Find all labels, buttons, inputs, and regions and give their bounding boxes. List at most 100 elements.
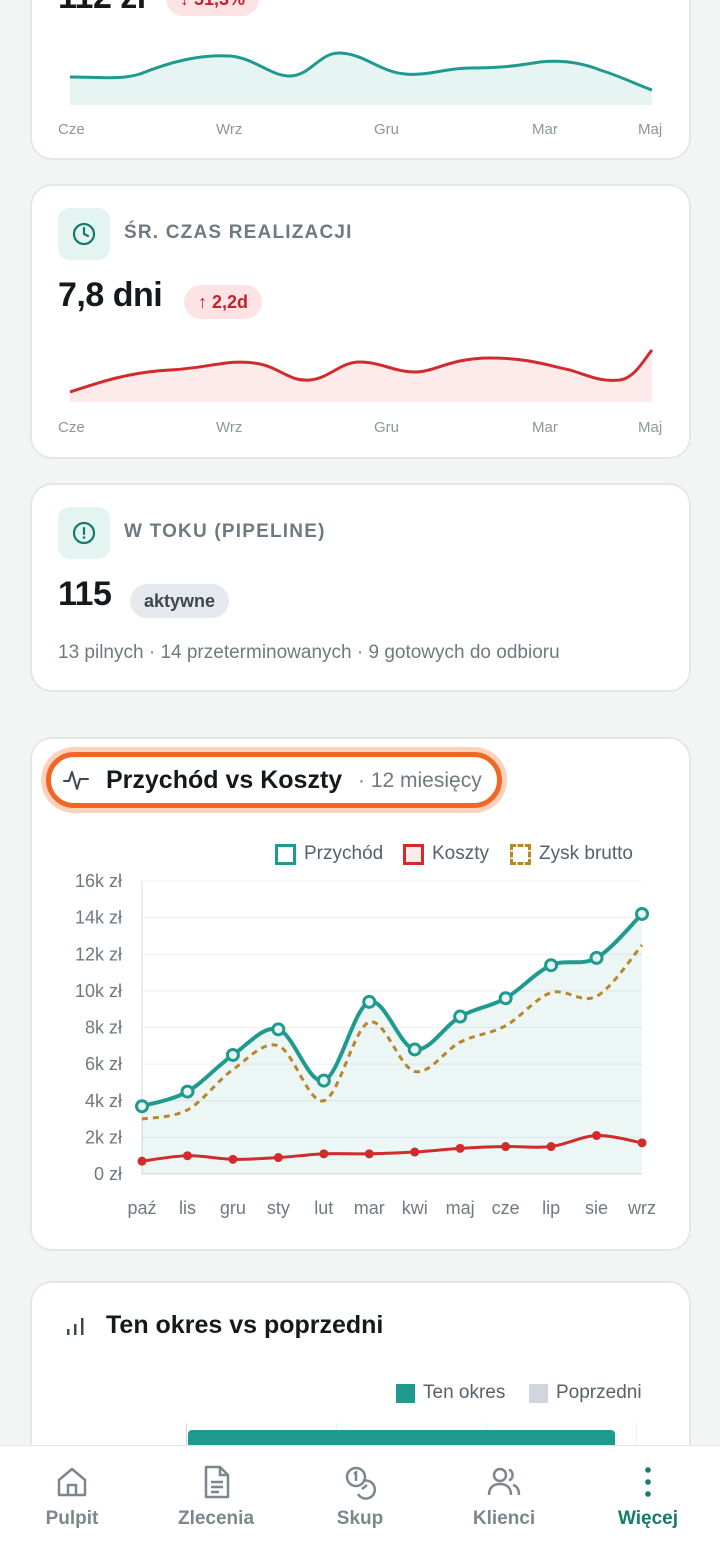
avg-time-card: ŚR. CZAS REALIZACJI 7,8 dni ↑ 2,2d Cze W… [30, 184, 691, 459]
costs-point [592, 1131, 602, 1141]
revenue-point [362, 994, 377, 1009]
x-tick-label: lut [314, 1198, 333, 1218]
activity-icon [63, 771, 89, 790]
chart-title: Przychód vs Koszty [106, 766, 343, 794]
document-icon [204, 1465, 230, 1499]
x-label: Mar [532, 419, 558, 436]
x-tick-label: paź [127, 1198, 156, 1218]
nav-item-wiecej[interactable]: Więcej [576, 1446, 720, 1561]
revenue-area [142, 913, 642, 1174]
x-tick-label: gru [220, 1198, 246, 1218]
nav-label: Skup [336, 1508, 384, 1529]
revenue-point [544, 958, 559, 973]
costs-point [364, 1149, 374, 1159]
x-tick-label: lip [542, 1198, 560, 1218]
chart-title-highlight [46, 752, 502, 808]
chart-title: Ten okres vs poprzedni [106, 1311, 384, 1339]
revenue-point [135, 1099, 149, 1114]
revenue-point [271, 1022, 286, 1037]
sparkline [70, 51, 653, 105]
revenue-point [589, 950, 604, 965]
costs-point [319, 1149, 329, 1159]
legend-label: Koszty [432, 843, 490, 864]
costs-point [546, 1142, 556, 1152]
costs-point [228, 1154, 238, 1164]
kpi-value: 115 [58, 575, 112, 613]
revenue-point [635, 906, 649, 921]
y-tick-label: 0 zł [94, 1164, 122, 1184]
y-tick-label: 2k zł [85, 1127, 122, 1147]
gridline [636, 1423, 637, 1453]
pipeline-summary: 13 pilnych · 14 przeterminowanych · 9 go… [58, 642, 560, 663]
nav-label: Pulpit [45, 1508, 99, 1529]
y-tick-label: 12k zł [75, 944, 122, 964]
revenue-kpi-card: 112 zł ↓ 51,3% Cze Wrz Gru Mar Maj [30, 0, 691, 160]
nav-item-zlecenia[interactable]: Zlecenia [144, 1446, 288, 1561]
coins-icon [345, 1466, 377, 1500]
y-tick-label: 14k zł [75, 908, 122, 928]
legend-costs[interactable]: Koszty [403, 843, 489, 865]
kpi-value: 112 zł [58, 0, 146, 17]
y-tick-label: 8k zł [85, 1018, 122, 1038]
x-tick-label: cze [492, 1198, 520, 1218]
costs-point [137, 1156, 147, 1166]
clock-icon [58, 208, 110, 260]
kpi-title: W TOKU (PIPELINE) [124, 521, 326, 542]
home-icon [57, 1467, 87, 1497]
nav-item-klienci[interactable]: Klienci [432, 1446, 576, 1561]
x-label: Wrz [216, 121, 243, 138]
more-vertical-icon [645, 1467, 651, 1497]
x-tick-label: mar [354, 1198, 385, 1218]
y-tick-label: 6k zł [85, 1054, 122, 1074]
status-badge: aktywne [130, 584, 230, 618]
change-badge: ↑ 2,2d [184, 285, 263, 319]
x-label: Cze [58, 419, 85, 436]
legend-label: Ten okres [423, 1382, 506, 1403]
costs-point [410, 1147, 420, 1157]
kpi-value: 7,8 dni [58, 276, 163, 314]
legend-label: Zysk brutto [539, 843, 633, 864]
legend-swatch [275, 843, 296, 865]
y-axis-line [186, 1423, 187, 1453]
nav-label: Klienci [472, 1508, 536, 1529]
x-tick-label: maj [446, 1198, 475, 1218]
revenue-costs-chart-card: Przychód vs Koszty · 12 miesięcy Przychó… [30, 737, 691, 1251]
timer-icon [58, 507, 110, 559]
costs-point [273, 1153, 283, 1163]
legend-previous[interactable]: Poprzedni [529, 1382, 642, 1404]
revenue-point [180, 1084, 195, 1099]
nav-item-pulpit[interactable]: Pulpit [0, 1446, 144, 1561]
legend-label: Poprzedni [556, 1382, 642, 1403]
x-label: Gru [374, 121, 400, 138]
x-label: Gru [374, 419, 400, 436]
legend-current[interactable]: Ten okres [396, 1382, 505, 1404]
nav-item-skup[interactable]: Skup [288, 1446, 432, 1561]
x-label: Cze [58, 121, 85, 138]
legend-swatch [510, 843, 531, 865]
legend-swatch [529, 1383, 548, 1403]
costs-point [182, 1151, 192, 1161]
y-tick-label: 10k zł [75, 981, 122, 1001]
x-label: Mar [532, 121, 558, 138]
change-badge: ↓ 51,3% [166, 0, 260, 16]
y-tick-label: 4k zł [85, 1091, 122, 1111]
chart-period: · 12 miesięcy [358, 769, 482, 792]
users-icon [487, 1467, 521, 1496]
bar-chart-icon [67, 1318, 84, 1335]
revenue-point [498, 991, 513, 1006]
revenue-point [316, 1073, 331, 1088]
legend-revenue[interactable]: Przychód [275, 843, 383, 865]
kpi-title: ŚR. CZAS REALIZACJI [124, 222, 353, 243]
legend-swatch [396, 1383, 415, 1403]
x-label: Maj [638, 121, 663, 138]
costs-point [501, 1142, 511, 1152]
costs-point [455, 1143, 465, 1153]
profit-line [141, 944, 644, 1121]
revenue-point [407, 1042, 422, 1057]
pipeline-card: W TOKU (PIPELINE) 115 aktywne 13 pilnych… [30, 483, 691, 692]
legend-swatch [403, 843, 424, 865]
x-tick-label: kwi [402, 1198, 428, 1218]
bottom-navigation: Pulpit Zlecenia Skup Klienci Więcej [0, 1445, 720, 1561]
x-tick-label: sty [267, 1198, 290, 1218]
legend-profit[interactable]: Zysk brutto [510, 843, 633, 865]
